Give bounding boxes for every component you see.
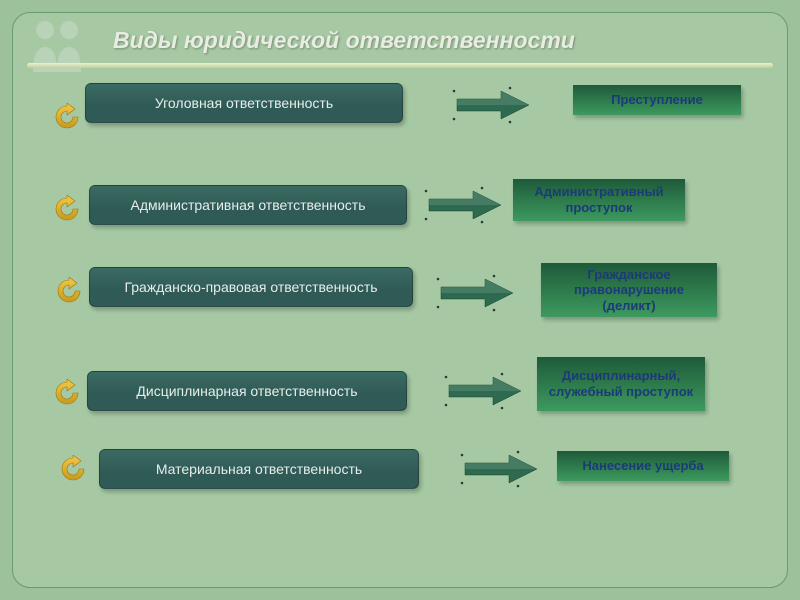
violation-type-label: Дисциплинарный, служебный проступок	[543, 368, 699, 399]
diagram-row: Материальная ответственность Нанесение у…	[13, 431, 787, 521]
arrow-icon	[451, 85, 531, 125]
arrow-icon	[459, 449, 539, 489]
violation-type-box: Дисциплинарный, служебный проступок	[537, 357, 705, 411]
inner-frame: Виды юридической ответственности Уголовн…	[12, 12, 788, 588]
violation-type-box: Гражданское правонарушение (деликт)	[541, 263, 717, 317]
responsibility-type-label: Дисциплинарная ответственность	[136, 383, 357, 399]
curved-arrow-icon	[59, 455, 87, 483]
responsibility-type-box: Гражданско-правовая ответственность	[89, 267, 413, 307]
title-underline	[27, 63, 773, 68]
slide: Виды юридической ответственности Уголовн…	[0, 0, 800, 600]
responsibility-type-label: Материальная ответственность	[156, 461, 362, 477]
responsibility-type-box: Дисциплинарная ответственность	[87, 371, 407, 411]
diagram-row: Административная ответственность Админис…	[13, 161, 787, 251]
curved-arrow-icon	[55, 277, 83, 305]
violation-type-box: Административный проступок	[513, 179, 685, 221]
violation-type-box: Нанесение ущерба	[557, 451, 729, 481]
violation-type-label: Административный проступок	[519, 184, 679, 215]
violation-type-label: Гражданское правонарушение (деликт)	[547, 267, 711, 314]
curved-arrow-icon	[53, 379, 81, 407]
responsibility-type-box: Административная ответственность	[89, 185, 407, 225]
responsibility-type-box: Материальная ответственность	[99, 449, 419, 489]
curved-arrow-icon	[53, 195, 81, 223]
diagram-row: Уголовная ответственность Преступление	[13, 71, 787, 161]
responsibility-type-label: Административная ответственность	[130, 197, 365, 213]
responsibility-type-label: Гражданско-правовая ответственность	[124, 279, 377, 295]
arrow-icon	[435, 273, 515, 313]
arrow-icon	[443, 371, 523, 411]
diagram-row: Гражданско-правовая ответственность Граж…	[13, 251, 787, 341]
violation-type-box: Преступление	[573, 85, 741, 115]
responsibility-type-label: Уголовная ответственность	[155, 95, 333, 111]
responsibility-type-box: Уголовная ответственность	[85, 83, 403, 123]
header: Виды юридической ответственности	[13, 21, 787, 69]
violation-type-label: Преступление	[611, 92, 703, 108]
rows-container: Уголовная ответственность Преступление А…	[13, 71, 787, 521]
violation-type-label: Нанесение ущерба	[582, 458, 703, 474]
curved-arrow-icon	[53, 103, 81, 131]
arrow-icon	[423, 185, 503, 225]
slide-title: Виды юридической ответственности	[113, 27, 575, 54]
diagram-row: Дисциплинарная ответственность Дисциплин…	[13, 341, 787, 431]
